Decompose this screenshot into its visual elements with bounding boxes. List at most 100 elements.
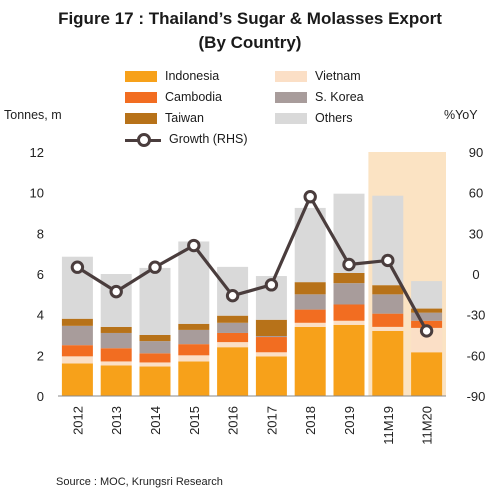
growth-point-2015 (187, 238, 201, 253)
bar-indonesia-2017 (255, 356, 287, 396)
growth-point-2013 (109, 284, 123, 299)
bar-s-korea-2019 (333, 283, 365, 305)
bar-s-korea-2017 (255, 336, 287, 338)
x-tick-label-2016: 2016 (226, 406, 241, 435)
bar-s-korea-2015 (178, 329, 210, 345)
bar-cambodia-2012 (61, 345, 93, 357)
bar-s-korea-2018 (294, 294, 326, 310)
growth-point-2016 (225, 288, 240, 303)
bar-indonesia-11m19 (372, 330, 404, 396)
bar-cambodia-2014 (139, 353, 171, 363)
growth-point-2012 (70, 260, 85, 274)
x-tick-label-2018: 2018 (303, 406, 318, 435)
bar-others-2015 (178, 241, 210, 324)
legend-label: Others (315, 111, 353, 125)
bar-taiwan-2018 (294, 282, 326, 295)
y-right-tick-label: 90 (469, 145, 483, 160)
bar-s-korea-2014 (139, 341, 171, 354)
legend-item-indonesia: Indonesia (125, 67, 219, 85)
bar-vietnam-2014 (139, 362, 171, 367)
y-right-tick-label: 0 (472, 267, 479, 282)
y-right-tick-label: -60 (467, 348, 486, 363)
bar-indonesia-2018 (294, 326, 326, 396)
bar-taiwan-2013 (100, 326, 132, 333)
legend-label: S. Korea (315, 90, 364, 104)
legend-item-growth: Growth (RHS) (125, 130, 247, 148)
legend-swatch-indonesia (125, 71, 157, 83)
bar-indonesia-2019 (333, 324, 365, 396)
bar-vietnam-2018 (294, 322, 326, 327)
bar-vietnam-2017 (255, 352, 287, 357)
bar-others-2014 (139, 267, 171, 335)
bar-indonesia-2013 (100, 365, 132, 396)
bar-cambodia-2013 (100, 348, 132, 362)
growth-point-2014 (148, 260, 162, 274)
bar-others-11m20 (411, 281, 443, 309)
y-left-tick-label: 12 (30, 145, 44, 160)
legend-label: Cambodia (165, 90, 222, 104)
y-left-tick-label: 10 (30, 186, 44, 201)
growth-point-2019 (342, 257, 356, 272)
y-left-tick-label: 2 (37, 348, 44, 363)
legend-swatch-s-korea (275, 92, 307, 104)
y-left-tick-label: 6 (37, 267, 44, 282)
bar-vietnam-11m19 (372, 326, 404, 331)
legend: Indonesia Vietnam Cambodia S. Korea Taiw… (125, 67, 455, 147)
bar-taiwan-2016 (217, 315, 249, 323)
bar-indonesia-11m20 (411, 352, 443, 396)
bar-vietnam-2019 (333, 320, 365, 325)
legend-item-cambodia: Cambodia (125, 88, 222, 106)
x-tick-label-2019: 2019 (342, 406, 357, 435)
x-tick-label-2013: 2013 (109, 406, 124, 435)
bar-indonesia-2016 (217, 347, 249, 396)
legend-label: Vietnam (315, 69, 361, 83)
bar-cambodia-2019 (333, 304, 365, 321)
x-tick-label-2015: 2015 (187, 406, 202, 435)
legend-swatch-others (275, 113, 307, 125)
bar-taiwan-2015 (178, 323, 210, 330)
x-tick-label-11m20: 11M20 (420, 406, 435, 445)
bar-vietnam-2016 (217, 342, 249, 348)
legend-label: Taiwan (165, 111, 204, 125)
legend-label: Indonesia (165, 69, 220, 83)
bar-vietnam-2013 (100, 361, 132, 366)
bar-cambodia-2016 (217, 332, 249, 343)
bar-indonesia-2014 (139, 366, 171, 396)
bar-others-2013 (100, 274, 132, 327)
y-right-tick-label: -90 (467, 389, 486, 404)
x-tick-label-2014: 2014 (148, 406, 163, 435)
legend-item-s-korea: S. Korea (275, 88, 364, 106)
bar-vietnam-2012 (61, 356, 93, 364)
source-note: Source : MOC, Krungsri Research (56, 476, 223, 488)
growth-point-11m19 (381, 253, 395, 268)
bar-vietnam-2015 (178, 355, 210, 362)
bar-s-korea-11m20 (411, 312, 443, 321)
bar-s-korea-2013 (100, 332, 132, 349)
legend-item-taiwan: Taiwan (125, 109, 204, 127)
x-tick-label-11m19: 11M19 (381, 406, 396, 445)
legend-item-vietnam: Vietnam (275, 67, 361, 85)
bar-taiwan-2012 (61, 318, 93, 326)
bar-taiwan-2019 (333, 272, 365, 284)
y-left-tick-label: 4 (37, 308, 44, 323)
legend-swatch-growth (125, 132, 161, 147)
bar-taiwan-2017 (255, 319, 287, 337)
legend-swatch-cambodia (125, 92, 157, 104)
x-tick-label-2012: 2012 (70, 406, 85, 435)
y-axis-left-label: Tonnes, m (4, 108, 62, 122)
x-tick-label-2017: 2017 (264, 406, 279, 435)
bar-taiwan-11m20 (411, 308, 443, 313)
bar-cambodia-2017 (255, 337, 287, 353)
growth-point-11m20 (419, 324, 434, 338)
bar-indonesia-2015 (178, 361, 210, 396)
y-right-tick-label: -30 (467, 308, 486, 323)
legend-label: Growth (RHS) (169, 132, 248, 146)
y-axis-right-label: %YoY (444, 108, 478, 122)
bar-cambodia-2018 (294, 309, 326, 323)
legend-swatch-vietnam (275, 71, 307, 83)
y-left-tick-label: 0 (37, 389, 44, 404)
bar-cambodia-2015 (178, 344, 210, 356)
growth-point-2018 (303, 190, 317, 204)
bar-taiwan-2014 (139, 335, 171, 342)
